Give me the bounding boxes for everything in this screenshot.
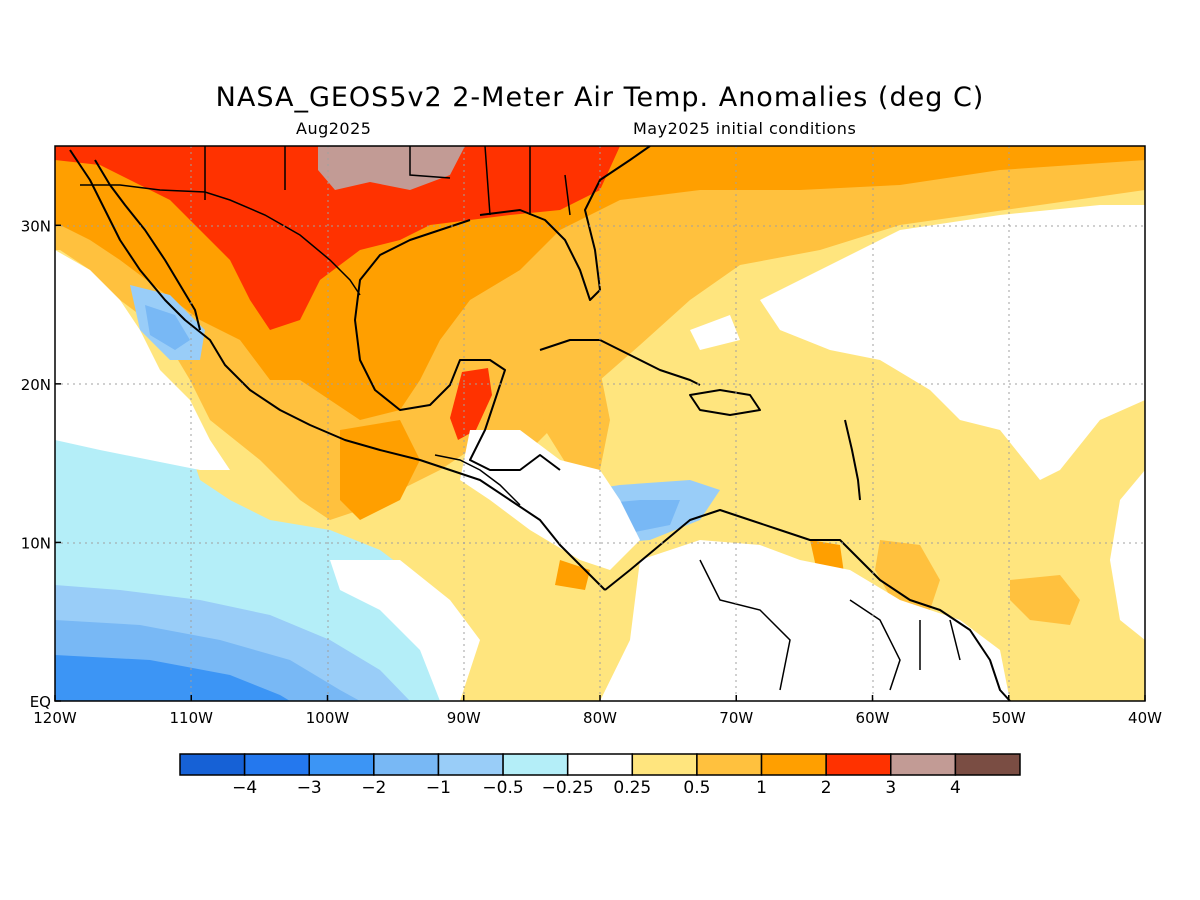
coastline-cuba [539,339,701,386]
lat-tick-label: 30N [21,217,51,235]
colorbar-swatch [437,753,504,776]
colorbar: −4 −3 −2 −1 −0.5 −0.25 0.25 0.5 1 2 3 4 [179,753,1021,798]
lon-tick-label: 50W [992,709,1026,727]
coastline-south-america [604,509,1011,701]
longitude-axis: 120W 110W 100W 90W 80W 70W 60W 50W 40W [33,695,1162,727]
colorbar-label: 4 [950,778,961,798]
colorbar-label: 1 [756,778,767,798]
coastline-lesser-antilles [844,419,861,501]
colorbar-swatch [890,753,957,776]
initial-conditions-label: May2025 initial conditions [633,119,857,138]
lon-tick-label: 60W [856,709,890,727]
lon-tick-label: 120W [33,709,77,727]
colorbar-swatch [566,753,634,776]
colorbar-swatch [502,753,569,776]
colorbar-swatch [179,753,246,776]
coastline-gulf [354,219,561,471]
anomaly-region-warm-4 [540,370,610,470]
lon-tick-label: 80W [583,709,617,727]
colorbar-swatch [631,753,698,776]
border-south-america [699,559,961,691]
colorbar-label: −2 [361,778,386,798]
colorbar-label: −3 [297,778,322,798]
lon-tick-label: 110W [170,709,214,727]
coastline-hispaniola [689,389,761,416]
borders [80,146,961,691]
colorbar-label: 2 [821,778,832,798]
map-plot-area [55,146,1145,701]
coastline-mexico-pacific [69,149,606,591]
colorbar-swatch [825,753,892,776]
plot-title: NASA_GEOS5v2 2-Meter Air Temp. Anomalies… [215,82,985,113]
anomaly-region-very-hot-yucatan [450,368,492,440]
coastline-baja [94,159,201,331]
colorbar-swatch [760,753,827,776]
colorbar-swatch [373,753,440,776]
colorbar-label: −0.25 [542,778,594,798]
graticule [55,146,1145,701]
anomaly-region-cold [55,655,290,701]
anomaly-region-neutral-pacific-2 [330,560,480,701]
colorbar-swatch [696,753,763,776]
anomaly-region-warm-3 [875,540,940,610]
lon-tick-label: 100W [306,709,350,727]
coastlines [69,146,1011,701]
colorbar-swatch [243,753,310,776]
anomaly-region-neutral-south-america [600,540,1010,701]
lon-tick-label: 40W [1128,709,1162,727]
lat-tick-label: EQ [30,693,51,711]
colorbar-label: −4 [232,778,257,798]
lon-tick-label: 70W [719,709,753,727]
border-us-mexico [80,184,361,296]
lon-tick-label: 90W [447,709,481,727]
colorbar-label: 0.5 [683,778,710,798]
anomaly-region-neutral-atlantic-2 [690,315,740,350]
lat-tick-label: 10N [21,534,51,552]
border-central-america [434,454,521,506]
anomaly-region-extreme [318,146,465,190]
lat-tick-label: 20N [21,376,51,394]
colorbar-swatch [308,753,375,776]
anomaly-region-cool-baja-core [145,305,190,350]
colorbar-label: 0.25 [613,778,651,798]
border-us-states [204,146,571,216]
latitude-axis: EQ 10N 20N 30N [21,217,61,711]
anomaly-region-neutral-atlantic-3 [1110,470,1145,640]
forecast-month-label: Aug2025 [296,119,372,138]
colorbar-label: −0.5 [482,778,523,798]
coastline-florida [479,146,651,301]
anomaly-region-neutral-atlantic [760,205,1145,480]
anomaly-region-warm-2 [1010,575,1080,625]
colorbar-swatch [954,753,1021,776]
anomaly-region-neutral-pacific [55,250,230,470]
anomaly-region-neutral-central-america [460,430,640,570]
colorbar-label: 3 [885,778,896,798]
colorbar-label: −1 [426,778,451,798]
